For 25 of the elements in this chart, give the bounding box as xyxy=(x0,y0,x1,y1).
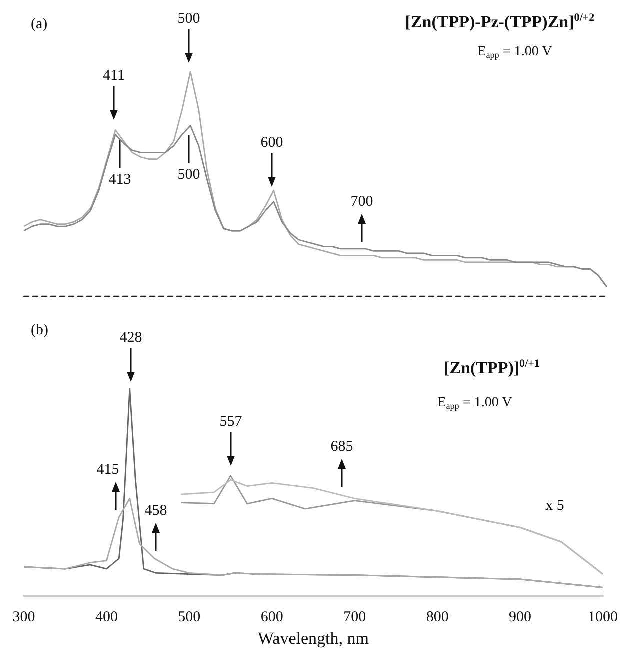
text: 500 xyxy=(178,11,200,27)
text: Eapp = 1.00 V xyxy=(478,44,552,60)
chart-title: (b) xyxy=(31,322,48,338)
text: 428 xyxy=(120,330,142,346)
x-tick-label: 500 xyxy=(178,610,201,626)
annotation: 411 xyxy=(103,68,125,84)
annotation: 685 xyxy=(330,439,354,455)
x-tick-label: 600 xyxy=(260,610,284,626)
x-axis-title: Wavelength, nm xyxy=(258,629,369,648)
x-tick-label: 900 xyxy=(509,610,532,626)
annotation: 557 xyxy=(220,414,243,430)
x-tick-label: 700 xyxy=(344,610,366,626)
x-tick-label: 300 xyxy=(12,610,36,626)
x-tick-label: 800 xyxy=(426,610,449,626)
chart-title: (a) xyxy=(31,16,48,32)
annotation: 500 xyxy=(178,167,200,183)
x-tick-label: 400 xyxy=(95,610,118,626)
annotation: 600 xyxy=(260,135,284,151)
x-tick-label: 1000 xyxy=(588,610,618,626)
annotation: 413 xyxy=(108,172,132,188)
annotation: 458 xyxy=(144,503,168,519)
annotation: x 5 xyxy=(546,498,564,514)
annotation: 415 xyxy=(96,462,120,478)
annotation: Eapp = 1.00 V xyxy=(438,396,512,411)
annotation: 700 xyxy=(350,194,374,210)
